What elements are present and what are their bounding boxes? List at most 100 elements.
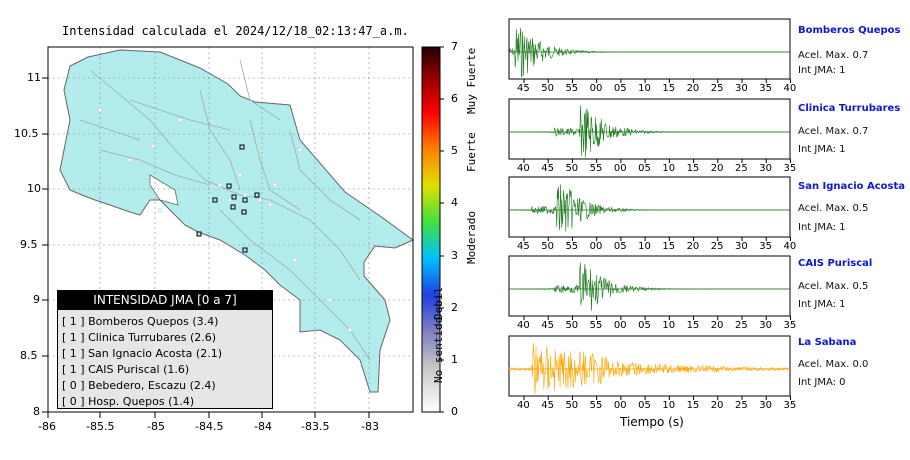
time-tick-label: 00: [589, 241, 603, 252]
time-tick-label: 15: [686, 320, 700, 331]
time-tick-label: 35: [783, 163, 797, 174]
legend-row: [ 1 ] Clinica Turrubares (2.6): [62, 331, 217, 344]
station-accel: Acel. Max. 0.7: [798, 50, 869, 61]
time-tick-label: 15: [662, 241, 676, 252]
lat-tick: 11: [27, 71, 41, 84]
seismogram-frame: [508, 18, 791, 80]
station-accel: Acel. Max. 0.7: [798, 126, 869, 137]
time-tick-label: 45: [541, 163, 554, 174]
colorbar-tick: 4: [451, 196, 458, 209]
time-tick-label: 45: [541, 400, 554, 411]
map-title: Intensidad calculada el 2024/12/18_02:13…: [62, 24, 409, 38]
seismogram-frame: [508, 98, 791, 160]
station-name: La Sabana: [798, 337, 857, 348]
lon-tick: -83.5: [301, 420, 330, 433]
legend-row: [ 1 ] Bomberos Quepos (3.4): [62, 315, 219, 328]
time-tick-label: 20: [686, 241, 700, 252]
lon-tick: -83: [361, 420, 379, 433]
time-tick-label: 40: [517, 163, 530, 174]
time-tick-label: 30: [735, 83, 748, 94]
station-name: San Ignacio Acosta: [798, 181, 906, 192]
time-tick-label: 00: [613, 320, 627, 331]
time-tick-label: 45: [541, 320, 554, 331]
time-tick-label: 10: [662, 163, 676, 174]
lon-tick: -86: [38, 420, 56, 433]
station-name: Bomberos Quepos: [798, 25, 901, 36]
time-tick-label: 45: [517, 241, 530, 252]
country-outline: [59, 49, 414, 393]
time-tick-label: 30: [759, 163, 772, 174]
seismogram-trace: [508, 184, 790, 232]
lat-tick: 8: [33, 405, 40, 418]
time-tick-label: 35: [759, 241, 772, 252]
seismogram-trace: [508, 342, 790, 395]
colorbar: [421, 46, 441, 413]
time-tick-label: 50: [541, 83, 554, 94]
time-tick-label: 20: [710, 163, 724, 174]
time-tick-label: 10: [662, 320, 676, 331]
lat-tick: 9: [33, 293, 40, 306]
time-tick-label: 05: [613, 83, 627, 94]
station-accel: Acel. Max. 0.5: [798, 281, 869, 292]
time-tick-label: 50: [565, 400, 579, 411]
station-name: Clinica Turrubares: [798, 103, 901, 114]
time-tick-label: 25: [735, 163, 748, 174]
intensity-legend: INTENSIDAD JMA [0 a 7] [ 1 ] Bomberos Qu…: [57, 290, 273, 409]
colorbar-tick: 2: [451, 301, 458, 314]
time-tick-label: 55: [589, 400, 603, 411]
station-jma: Int JMA: 1: [798, 65, 846, 76]
time-tick-label: 25: [710, 83, 724, 94]
colorbar-tick: 0: [451, 405, 458, 418]
time-tick-label: 40: [783, 241, 797, 252]
lon-tick: -84: [254, 420, 272, 433]
time-tick-label: 30: [759, 320, 772, 331]
colorbar-tick: 7: [451, 40, 458, 53]
time-tick-label: 35: [783, 400, 797, 411]
time-tick-label: 55: [589, 163, 603, 174]
lat-tick: 9.5: [20, 238, 38, 251]
time-tick-label: 25: [735, 400, 748, 411]
seismogram-trace: [508, 262, 790, 311]
time-tick-label: 30: [735, 241, 748, 252]
time-tick-label: 05: [638, 400, 651, 411]
time-tick-label: 05: [613, 241, 627, 252]
station-name: CAIS Puriscal: [798, 258, 873, 269]
seismogram-trace: [508, 27, 790, 78]
time-tick-label: 05: [638, 320, 651, 331]
time-tick-label: 15: [662, 83, 676, 94]
lon-tick: -85.5: [86, 420, 115, 433]
time-tick-label: 55: [565, 241, 579, 252]
time-tick-label: 50: [565, 320, 579, 331]
station-jma: Int JMA: 1: [798, 144, 846, 155]
colorbar-tick: 5: [451, 144, 458, 157]
seismogram-trace: [508, 105, 790, 158]
time-tick-label: 30: [759, 400, 772, 411]
lon-tick: -84.5: [195, 420, 224, 433]
time-tick-label: 50: [565, 163, 579, 174]
time-tick-label: 35: [759, 83, 772, 94]
time-tick-label: 40: [783, 83, 797, 94]
time-tick-label: 20: [710, 320, 724, 331]
station-jma: Int JMA: 0: [798, 377, 846, 388]
x-axis-label: Tiempo (s): [620, 415, 684, 429]
lon-tick: -85: [147, 420, 165, 433]
time-tick-label: 15: [686, 400, 700, 411]
time-tick-label: 25: [735, 320, 748, 331]
legend-row: [ 0 ] Bebedero, Escazu (2.4): [62, 379, 216, 392]
station-accel: Acel. Max. 0.5: [798, 203, 869, 214]
legend-row: [ 0 ] Hosp. Quepos (1.4): [62, 395, 195, 408]
lat-tick: 8.5: [20, 349, 38, 362]
lat-tick: 10.5: [14, 127, 39, 140]
time-tick-label: 40: [517, 400, 530, 411]
legend-row: [ 1 ] CAIS Puriscal (1.6): [62, 363, 190, 376]
time-tick-label: 05: [638, 163, 651, 174]
time-tick-label: 25: [710, 241, 724, 252]
seismogram-frame: [508, 255, 791, 317]
time-tick-label: 40: [517, 320, 530, 331]
station-jma: Int JMA: 1: [798, 299, 846, 310]
time-tick-label: 00: [613, 163, 627, 174]
station-jma: Int JMA: 1: [798, 222, 846, 233]
legend-title: INTENSIDAD JMA [0 a 7]: [58, 291, 272, 310]
time-tick-label: 45: [517, 83, 530, 94]
